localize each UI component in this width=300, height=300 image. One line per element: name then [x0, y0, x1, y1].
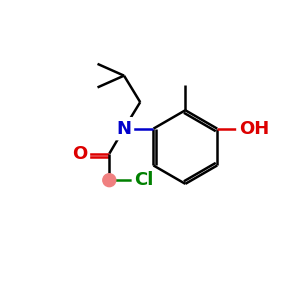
Text: N: N: [116, 120, 131, 138]
Text: Cl: Cl: [134, 171, 154, 189]
Circle shape: [72, 146, 88, 162]
Text: O: O: [72, 145, 88, 163]
Text: OH: OH: [239, 120, 269, 138]
Circle shape: [103, 174, 116, 187]
